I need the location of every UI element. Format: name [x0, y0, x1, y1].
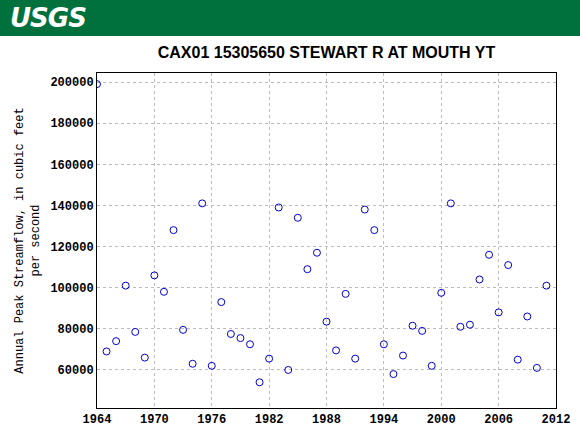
svg-text:1982: 1982: [255, 413, 284, 427]
svg-text:1970: 1970: [140, 413, 169, 427]
svg-text:160000: 160000: [50, 159, 93, 173]
html-text:USGS: USGS: [10, 3, 86, 33]
svg-text:100000: 100000: [50, 282, 93, 296]
svg-text:180000: 180000: [50, 117, 93, 131]
svg-text:Annual Peak Streamflow, in cub: Annual Peak Streamflow, in cubic feetper…: [13, 107, 43, 373]
svg-text:60000: 60000: [58, 364, 94, 378]
svg-text:1988: 1988: [312, 413, 341, 427]
svg-text:140000: 140000: [50, 200, 93, 214]
svg-text:2000: 2000: [427, 413, 456, 427]
svg-text:80000: 80000: [58, 323, 94, 337]
svg-text:2006: 2006: [484, 413, 513, 427]
svg-text:CAX01 15305650 STEWART R AT MO: CAX01 15305650 STEWART R AT MOUTH YT: [158, 44, 496, 61]
svg-text:120000: 120000: [50, 241, 93, 255]
svg-text:1994: 1994: [369, 413, 398, 427]
svg-text:1964: 1964: [83, 413, 112, 427]
svg-text:2012: 2012: [542, 413, 571, 427]
svg-text:200000: 200000: [50, 76, 93, 90]
svg-text:1976: 1976: [197, 413, 226, 427]
